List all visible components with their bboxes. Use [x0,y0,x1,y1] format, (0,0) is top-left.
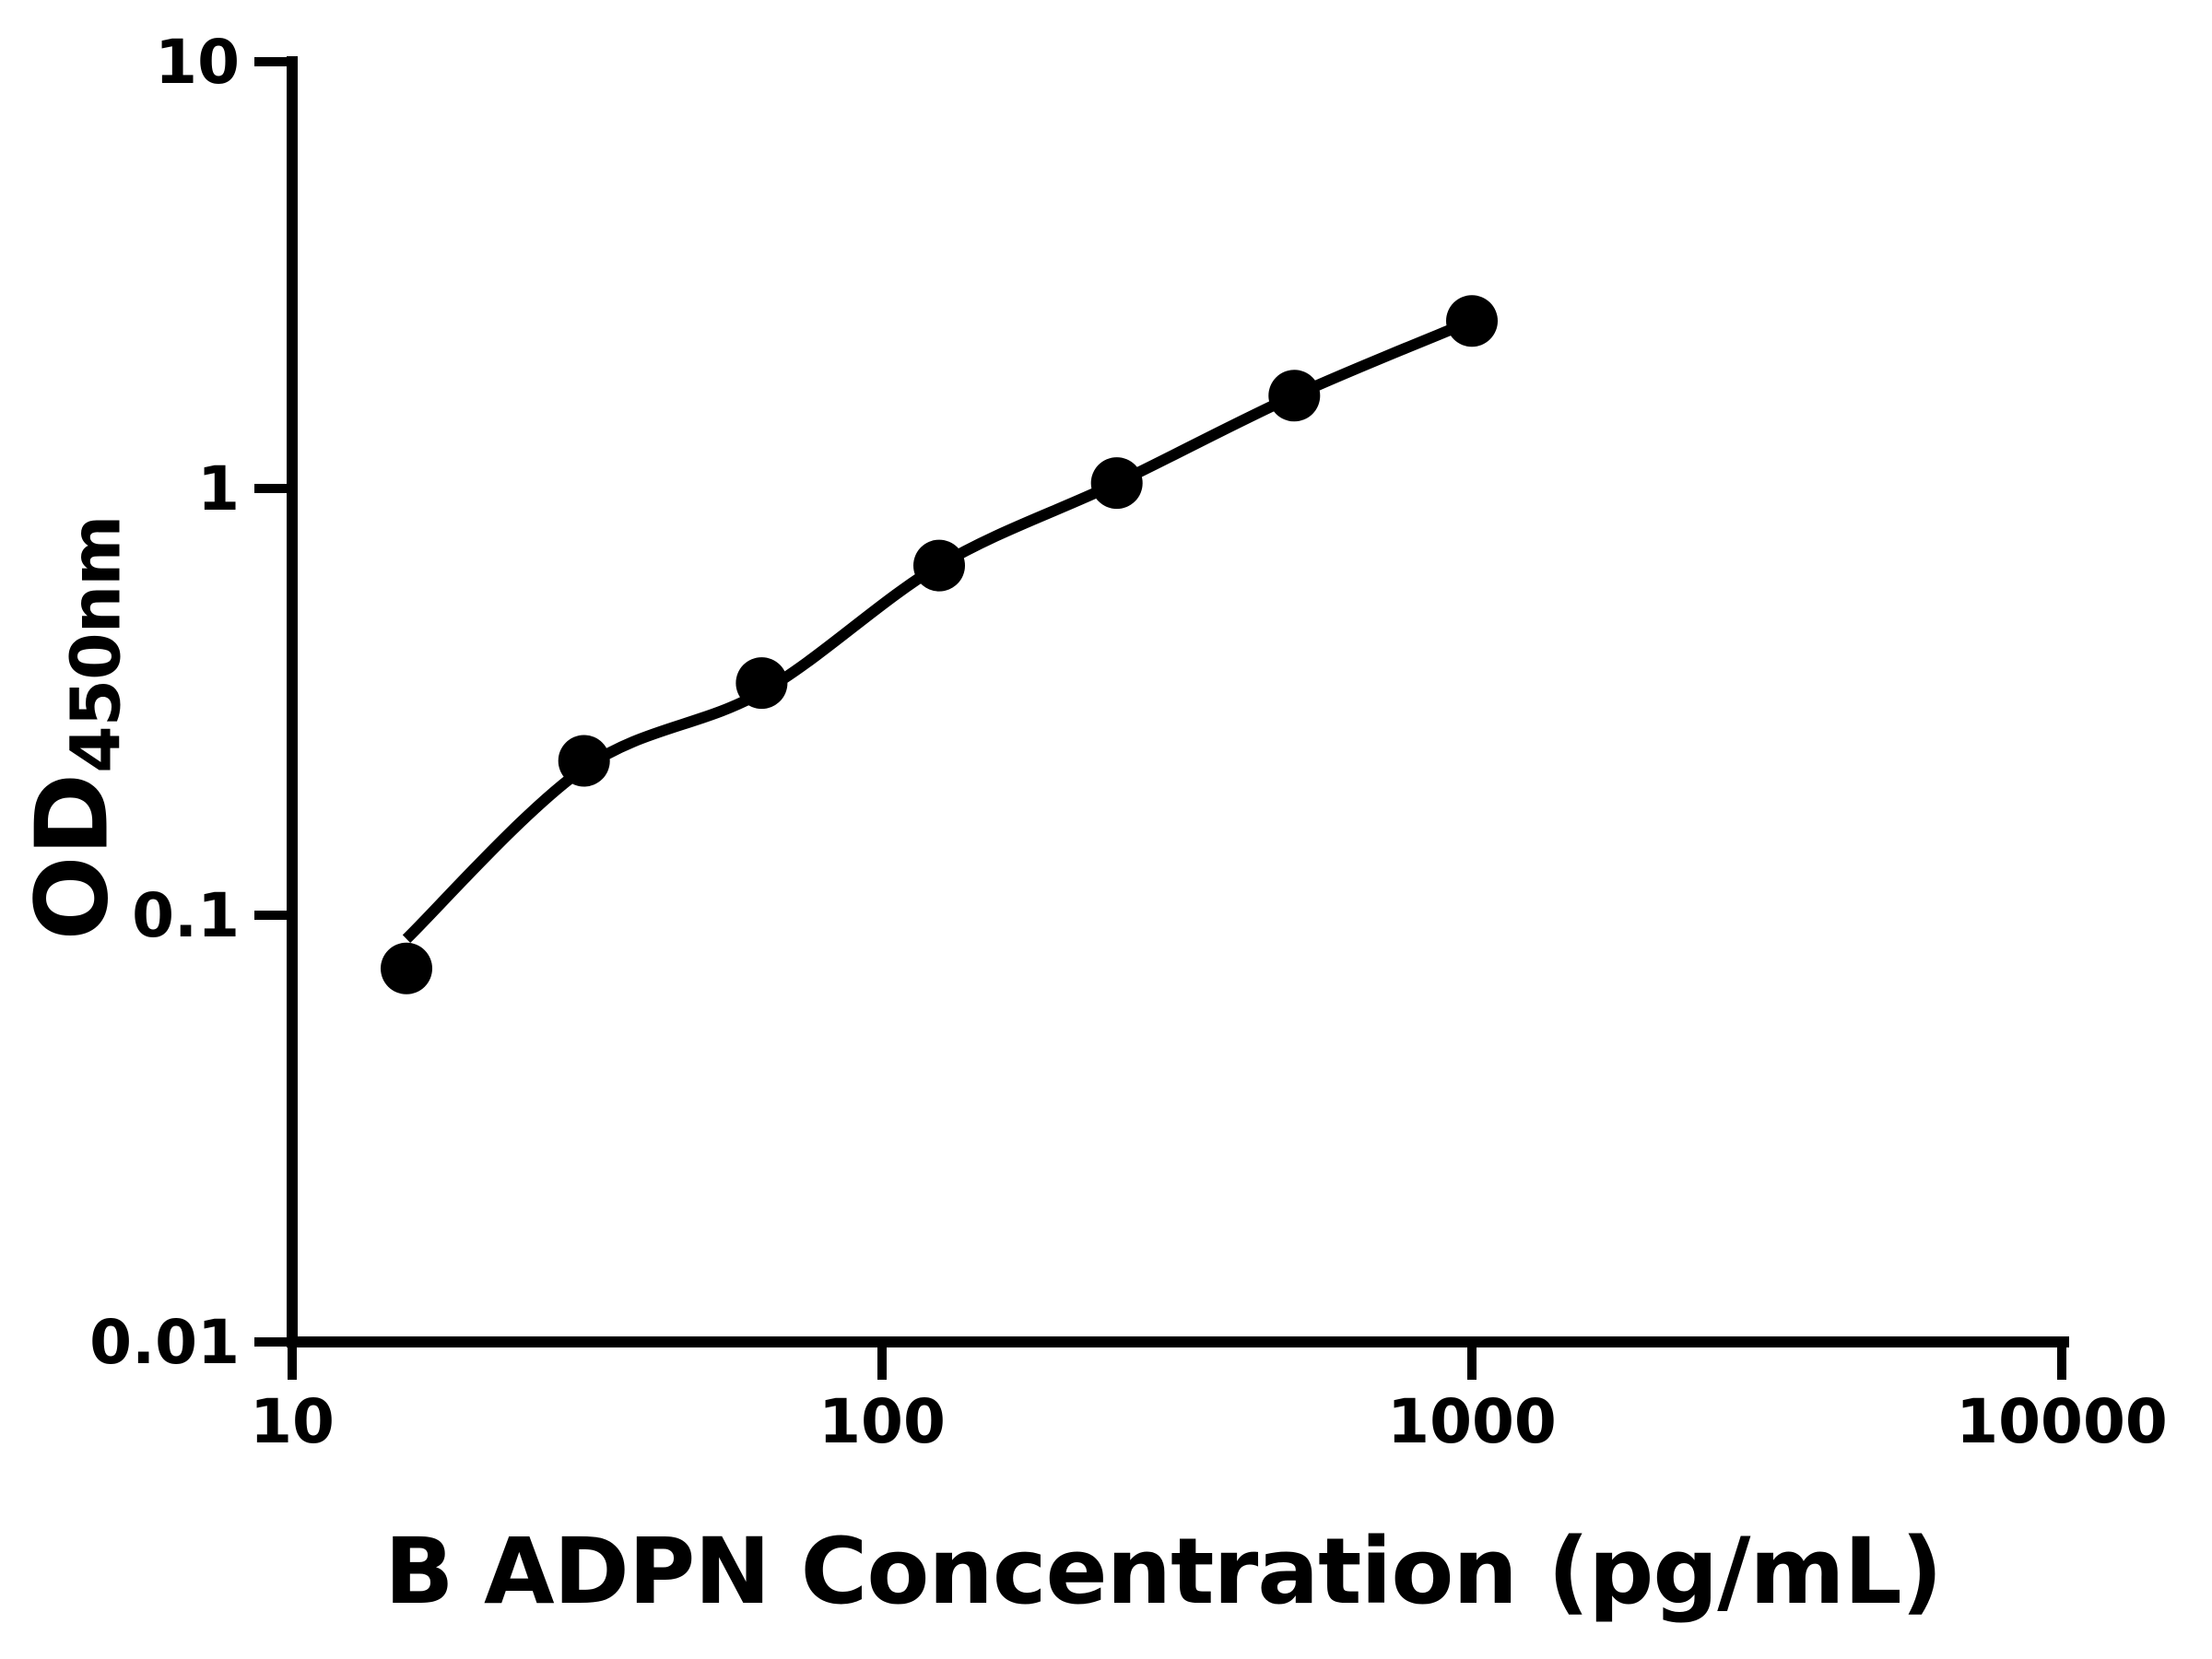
data-point [1268,370,1321,422]
y-axis-title: OD450nm [16,516,136,941]
y-tick-label: 1 [197,453,240,524]
y-tick-label: 0.01 [89,1307,240,1378]
data-point [913,539,965,592]
x-tick-label: 10 [250,1386,335,1457]
data-point [735,657,788,710]
data-point [558,735,610,787]
x-tick-label: 10000 [1956,1386,2168,1457]
data-point [1090,457,1143,510]
y-axis-title-main: OD [15,772,131,941]
x-axis-title: B ADPN Concentration (pg/mL) [384,1519,1943,1625]
y-tick-label: 0.1 [132,880,240,951]
x-tick-label: 1000 [1387,1386,1557,1457]
data-point [1446,295,1498,347]
data-point [381,942,432,994]
y-axis-title-sub: 450nm [56,515,136,773]
x-tick-label: 100 [818,1386,946,1457]
y-tick-label: 10 [155,27,240,98]
